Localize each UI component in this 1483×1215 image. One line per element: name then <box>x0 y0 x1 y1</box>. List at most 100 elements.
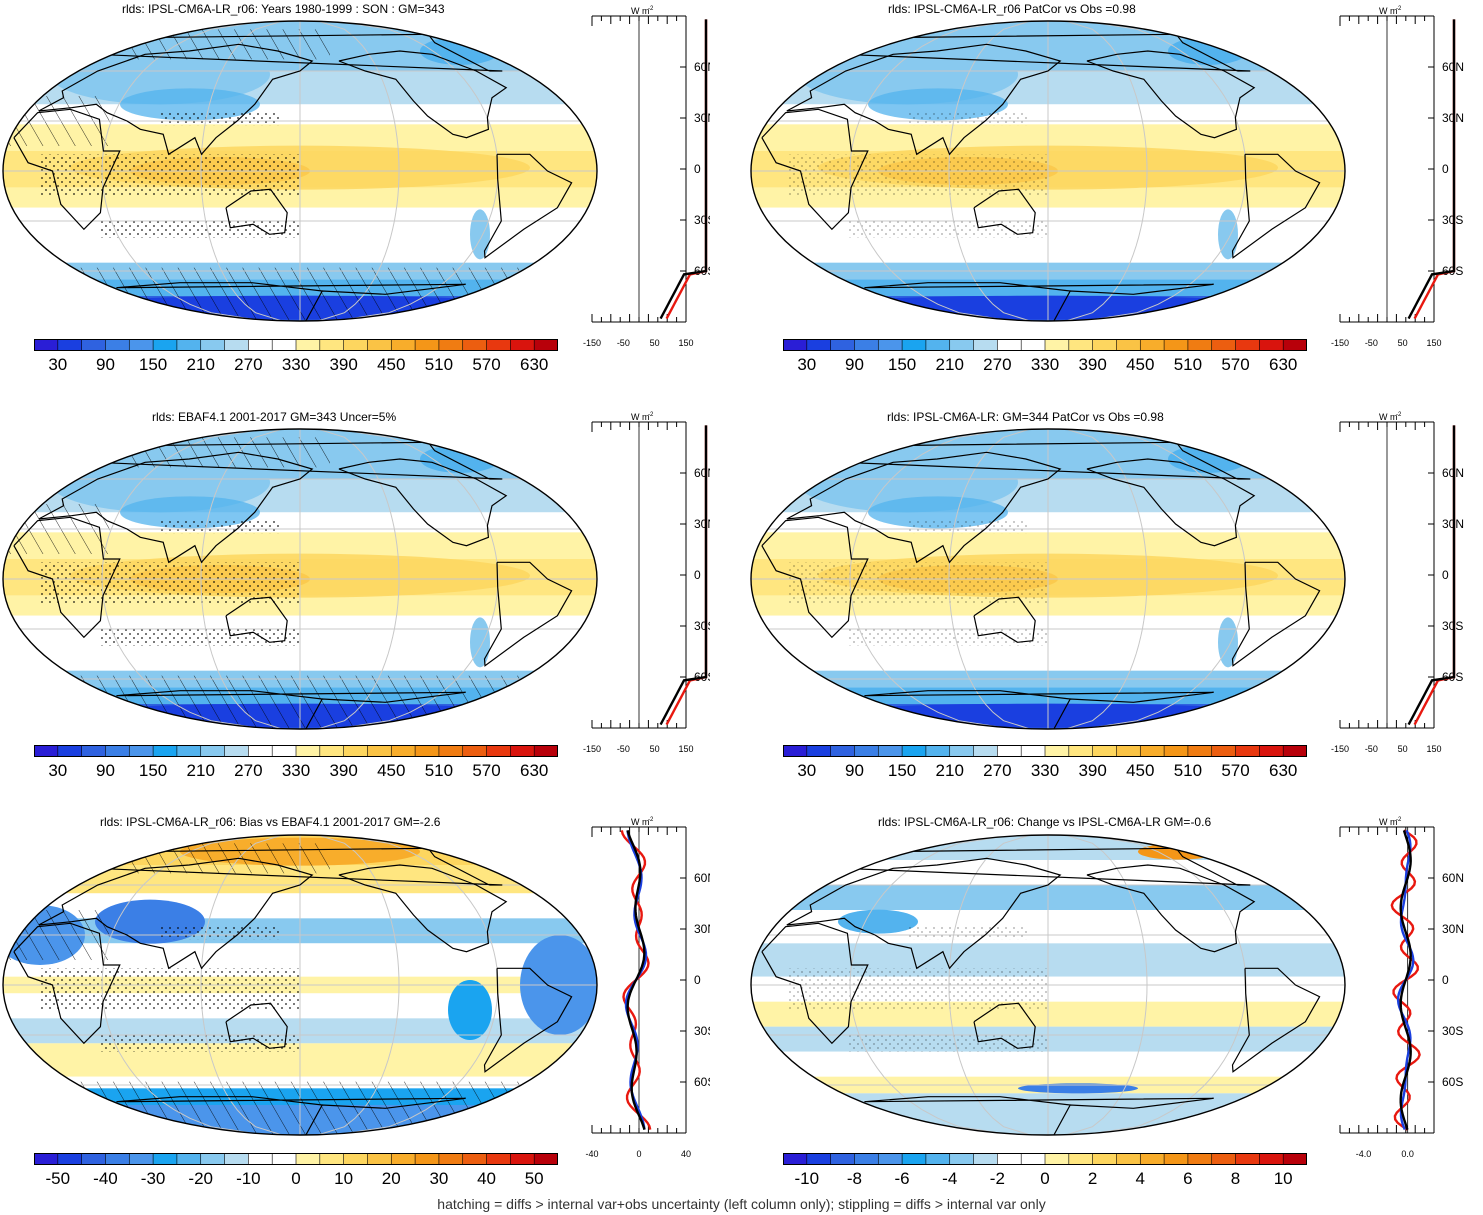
colorbar-tick-label: -40 <box>93 1169 118 1188</box>
colorbar-tick-label: 510 <box>1173 761 1203 780</box>
profile-line <box>1407 425 1456 726</box>
lat-label: 30S <box>694 213 710 227</box>
coastline <box>338 864 508 953</box>
colorbar-swatch <box>1140 339 1165 351</box>
lat-label: 60N <box>694 871 710 885</box>
colorbar-swatch <box>1187 1153 1213 1165</box>
coastline <box>38 451 314 564</box>
coastline <box>786 451 1062 564</box>
colorbar-labels: 30 90 150 210 270 330 390 450 510 570 630 <box>34 761 558 783</box>
colorbar-swatch <box>248 1153 273 1165</box>
colorbar-swatch <box>1092 745 1117 757</box>
colorbar <box>34 1153 558 1165</box>
colorbar-tick-label: 330 <box>281 761 311 780</box>
colorbar-swatch <box>878 339 903 351</box>
colorbar-swatch <box>296 745 321 757</box>
colorbar-swatch <box>783 1153 808 1165</box>
lat-label: 30S <box>1442 213 1463 227</box>
coastline <box>761 516 869 639</box>
colorbar-tick-label: 50 <box>524 1169 544 1188</box>
colorbar-swatch <box>462 339 488 351</box>
coastline <box>761 922 869 1045</box>
colorbar-swatch <box>200 339 226 351</box>
lat-label: 60S <box>694 1075 710 1089</box>
colorbar-tick-label: 570 <box>472 761 501 780</box>
colorbar-tick-label: 630 <box>1268 761 1298 780</box>
map-border <box>2 20 598 322</box>
colorbar-swatch <box>1187 745 1213 757</box>
coastline <box>116 1096 466 1135</box>
profile-x-tick: 50 <box>1398 338 1408 348</box>
colorbar-swatch <box>854 1153 879 1165</box>
colorbar-tick-label: 210 <box>935 355 964 374</box>
colorbar-tick-label: 390 <box>329 355 358 374</box>
colorbar-labels: 30 90 150 210 270 330 390 450 510 570 630 <box>783 355 1307 377</box>
colorbar-tick-label: 20 <box>381 1169 401 1188</box>
colorbar-tick-label: -4 <box>942 1169 958 1188</box>
profile-x-tick: 50 <box>1398 744 1408 754</box>
colorbar-swatch <box>1211 339 1237 351</box>
colorbar-tick-label: 0 <box>291 1169 301 1188</box>
colorbar-swatch <box>176 339 202 351</box>
colorbar-swatch <box>343 745 368 757</box>
colorbar-swatch <box>248 745 273 757</box>
colorbar-swatch <box>783 745 808 757</box>
figure-caption: hatching = diffs > internal var+obs unce… <box>437 1196 1046 1212</box>
colorbar-swatch <box>1235 745 1260 757</box>
profile-x-tick: 0.0 <box>1401 1149 1414 1159</box>
profile-x-tick: 0 <box>636 1149 641 1159</box>
colorbar-swatch <box>176 745 202 757</box>
colorbar-swatch <box>783 339 808 351</box>
colorbar-swatch <box>1259 1153 1284 1165</box>
coastline <box>225 596 288 643</box>
colorbar-swatch <box>296 339 321 351</box>
world-map <box>2 20 598 322</box>
coastline <box>786 857 1062 970</box>
colorbar-swatch <box>129 745 154 757</box>
coastline <box>483 967 573 1073</box>
colorbar-swatch <box>319 1153 345 1165</box>
colorbar-swatch <box>224 339 249 351</box>
colorbar-swatch <box>925 339 951 351</box>
coastline <box>225 188 288 235</box>
colorbar-tick-label: 210 <box>186 355 215 374</box>
colorbar-tick-label: 30 <box>797 355 817 374</box>
colorbar-swatch <box>1092 339 1117 351</box>
colorbar-swatch <box>973 1153 998 1165</box>
colorbar-swatch <box>438 1153 464 1165</box>
colorbar-tick-label: 6 <box>1183 1169 1193 1188</box>
zonal-profile: W m-2 60N 30N 0 30S 60S -40 0 40 <box>585 817 710 1159</box>
panel-title: rlds: EBAF4.1 2001-2017 GM=343 Uncer=5% <box>152 410 397 424</box>
colorbar-tick-label: 2 <box>1087 1169 1098 1188</box>
coastline <box>13 108 121 231</box>
colorbar-swatch <box>1116 339 1141 351</box>
colorbar-swatch <box>81 339 106 351</box>
profile-line <box>1407 19 1456 320</box>
colorbar-tick-label: 90 <box>95 761 115 780</box>
colorbar-swatch <box>1068 1153 1094 1165</box>
profile-units: W m <box>1379 412 1398 422</box>
colorbar-swatch <box>367 745 392 757</box>
colorbar-swatch <box>1116 745 1141 757</box>
lat-label: 30N <box>1442 922 1464 936</box>
colorbar-tick-label: 0 <box>1040 1169 1050 1188</box>
profile-units-sup: -2 <box>1396 6 1402 12</box>
colorbar-tick-label: 510 <box>424 761 454 780</box>
colorbar-tick-label: 450 <box>1126 761 1155 780</box>
colorbar-swatch <box>806 1153 832 1165</box>
profile-units: W m <box>631 6 650 16</box>
colorbar-swatch <box>830 745 855 757</box>
colorbar-swatch <box>1021 745 1046 757</box>
colorbar-swatch <box>1164 1153 1189 1165</box>
coastline <box>116 282 466 321</box>
colorbar-swatch <box>34 339 59 351</box>
colorbar <box>783 339 1307 351</box>
colorbar-tick-label: 570 <box>1221 355 1250 374</box>
colorbar-swatch <box>34 745 59 757</box>
colorbar-swatch <box>153 1153 178 1165</box>
colorbar-tick-label: 150 <box>138 761 168 780</box>
colorbar-swatch <box>248 339 273 351</box>
colorbar-tick-label: 150 <box>887 355 917 374</box>
lat-label: 60N <box>694 60 710 74</box>
colorbar-swatch <box>1283 745 1307 757</box>
